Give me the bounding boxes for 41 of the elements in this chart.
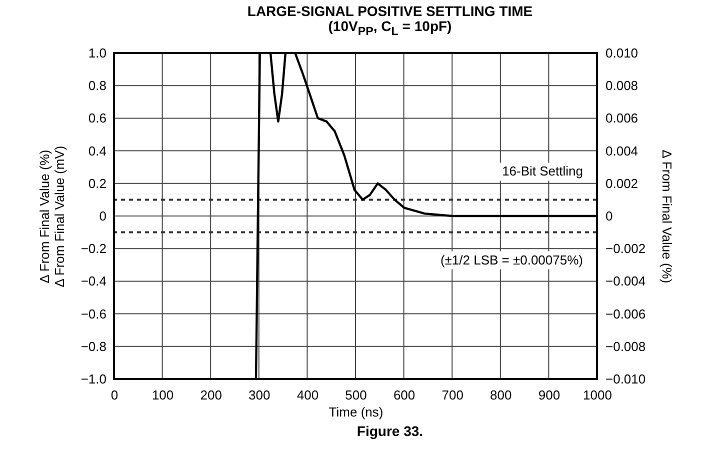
y2-tick-label: 0.004 (606, 143, 638, 158)
x-tick-label: 0 (110, 387, 118, 402)
y2-tick-label: −0.010 (606, 371, 646, 386)
x-tick-label: 800 (490, 387, 512, 402)
y-tick-label: −1.0 (80, 371, 106, 386)
x-tick-label: 900 (538, 387, 560, 402)
y2-axis-title: Δ From Final Value (%) (660, 150, 675, 284)
y2-tick-label: 0 (606, 208, 613, 224)
caption: Figure 33. (356, 422, 424, 439)
y2-tick-label: 0.008 (606, 78, 638, 93)
y-axis-title: Δ From Final Value (%) Δ From Final Value (mV) (36, 146, 67, 287)
x-tick-label: 500 (345, 387, 367, 402)
y2-tick-label: 0.010 (606, 45, 638, 60)
x-tick-label: 400 (296, 387, 319, 402)
x-tick-label: 300 (248, 387, 270, 402)
y-tick-label: 0.8 (88, 78, 106, 93)
ref-line-label: 16-Bit Settling (502, 163, 583, 178)
y-tick-label: −0.2 (80, 240, 106, 256)
y-tick-label: 1.0 (88, 45, 106, 60)
y-tick-label: 0.4 (88, 143, 106, 158)
x-tick-label: 100 (152, 387, 174, 402)
x-tick-label: 200 (200, 387, 222, 402)
y2-tick-label: −0.008 (606, 338, 646, 354)
y-tick-label: 0.2 (88, 176, 106, 191)
ref-line-label: (±1/2 LSB = ±0.00075%) (440, 252, 583, 268)
y2-tick-label: 0.006 (606, 110, 638, 126)
x-axis-title: Time (ns) (328, 404, 384, 420)
y-tick-label: 0.6 (88, 110, 106, 126)
x-tick-label: 600 (393, 387, 416, 402)
chart-title: LARGE-SIGNAL POSITIVE SETTLING TIME (246, 3, 534, 19)
chart-subtitle: (10V$_{PP}$, C$_{L}$ = 10pF) (327, 18, 453, 39)
y-tick-label: −0.8 (80, 338, 106, 354)
x-tick-label: 1000 (583, 387, 612, 402)
y2-tick-label: −0.004 (606, 273, 646, 288)
x-tick-label: 700 (442, 387, 464, 402)
y-tick-label: 0 (99, 208, 106, 224)
y-tick-label: −0.4 (80, 273, 106, 288)
y2-tick-label: 0.002 (606, 176, 638, 191)
y2-tick-label: −0.006 (606, 306, 646, 322)
y2-tick-label: −0.002 (606, 240, 646, 256)
y-tick-label: −0.6 (80, 306, 106, 322)
